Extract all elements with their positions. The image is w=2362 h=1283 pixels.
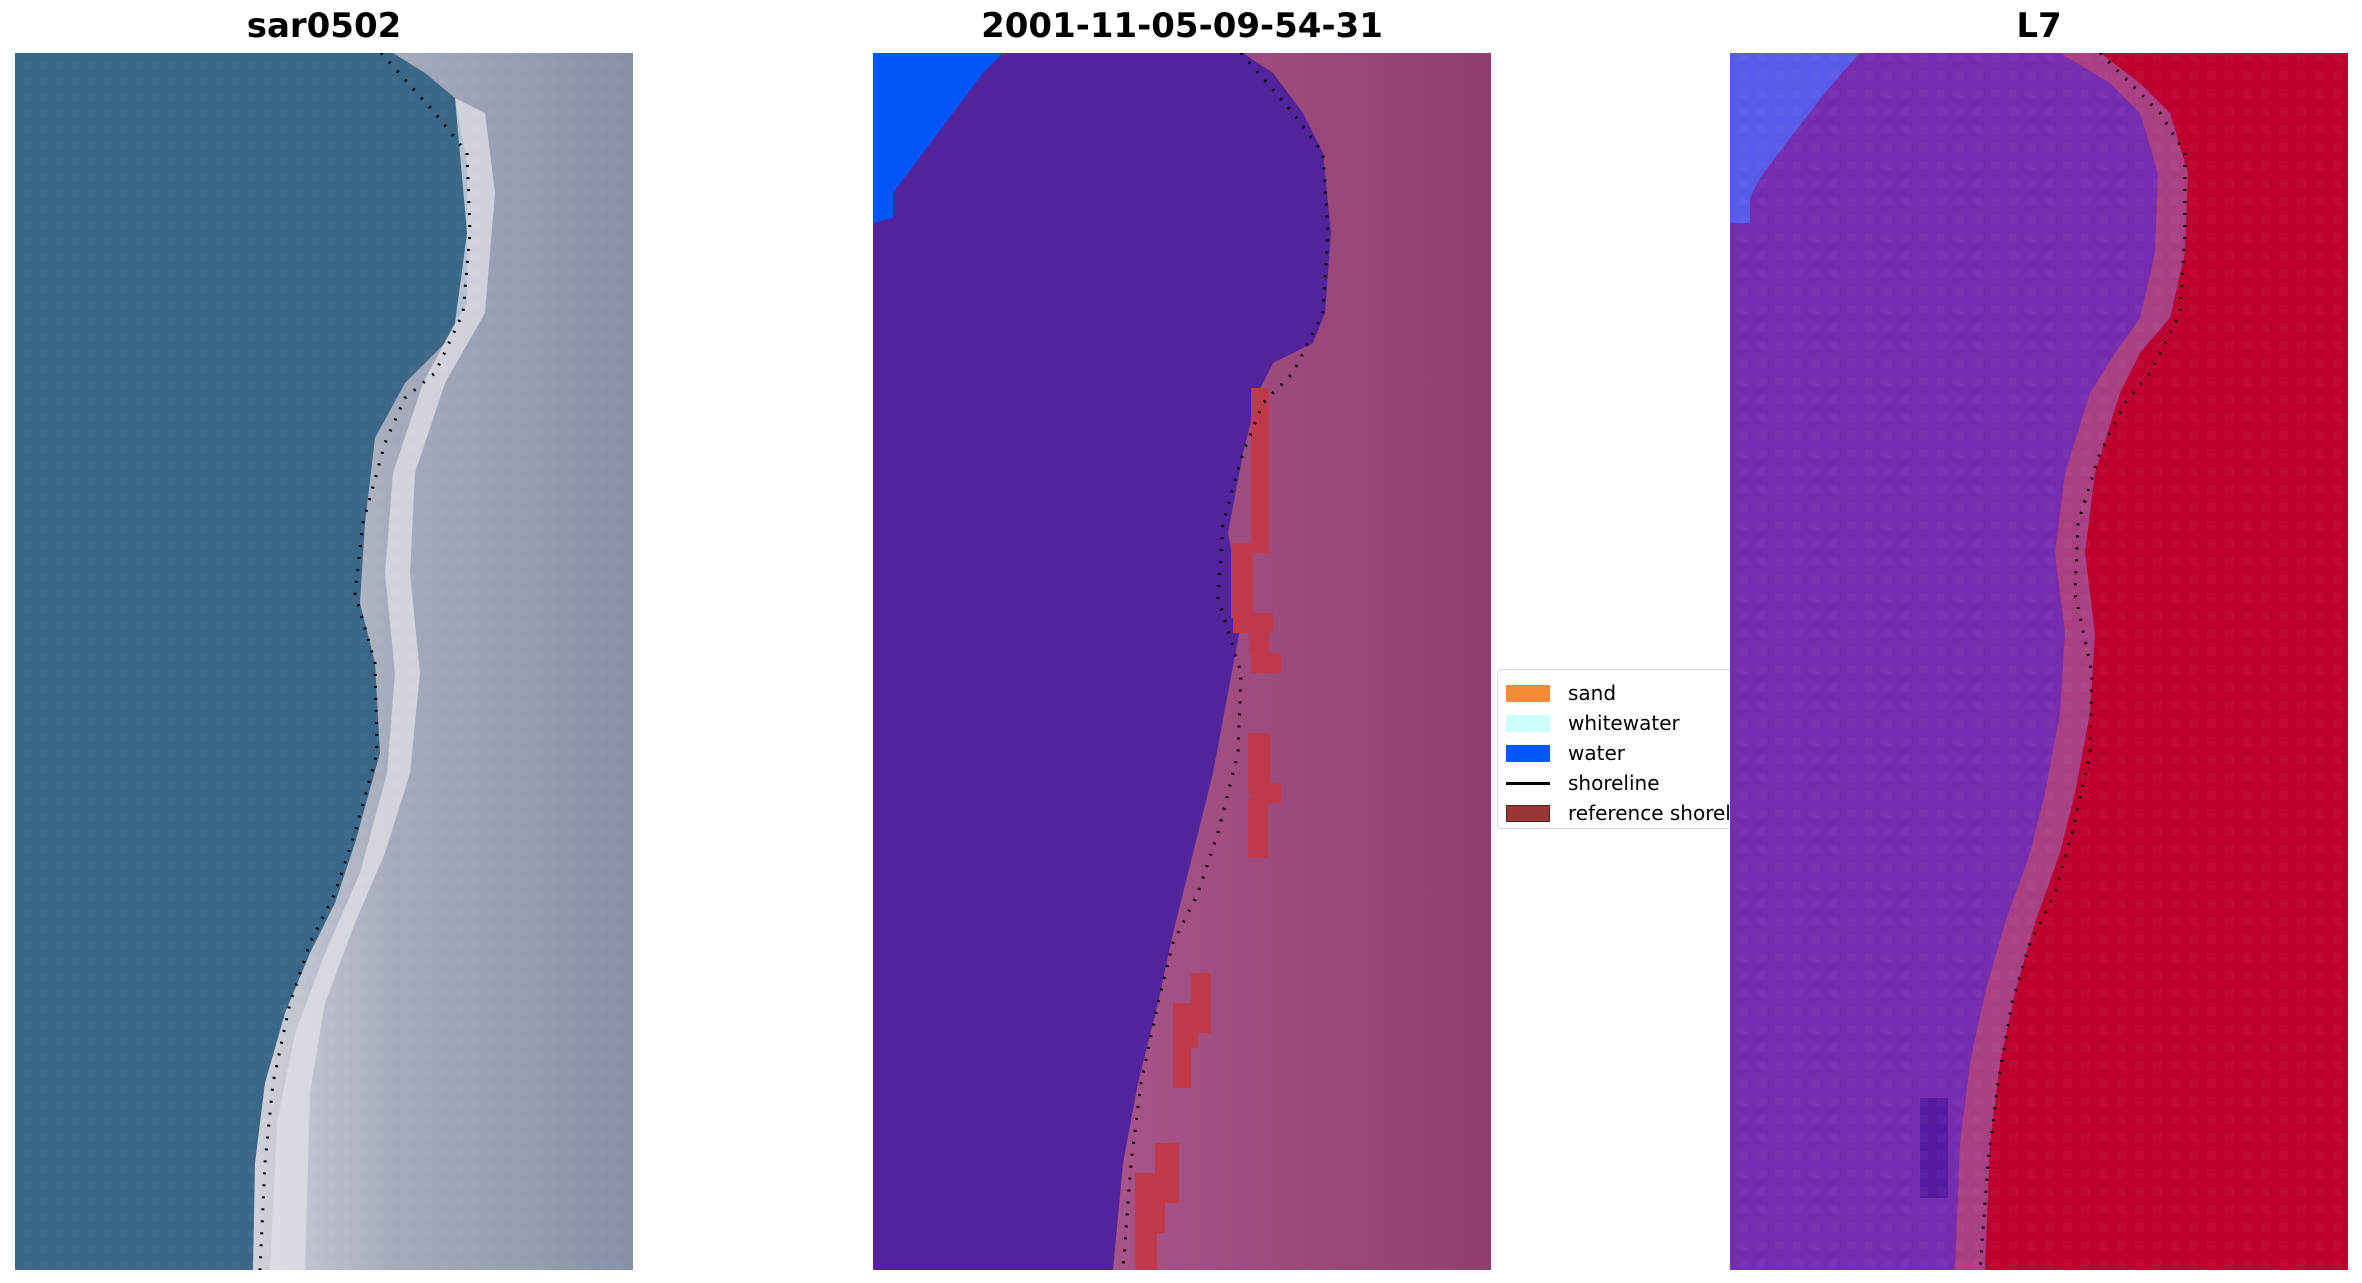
l7-index-image <box>1730 53 2348 1270</box>
legend-label-sand: sand <box>1568 681 1617 705</box>
legend-label-water: water <box>1568 741 1625 765</box>
legend-label-shoreline: shoreline <box>1568 771 1660 795</box>
panel-title-rgb: sar0502 <box>246 6 402 46</box>
legend-swatch-reference-shoreline <box>1506 804 1550 822</box>
classified-image <box>873 53 1491 1270</box>
shoreline-classified <box>1121 53 1330 1270</box>
classified-image-panel <box>873 53 1491 1270</box>
legend: sand whitewater water shoreline referenc… <box>1497 669 1737 829</box>
legend-item-reference-shoreline: reference shoreline <box>1506 798 1736 828</box>
shoreline-rgb <box>258 53 472 1270</box>
rgb-image <box>15 53 633 1270</box>
legend-label-reference-shoreline: reference shoreline <box>1568 801 1736 825</box>
legend-swatch-whitewater <box>1506 714 1550 732</box>
legend-line-shoreline <box>1506 781 1550 785</box>
rgb-image-panel <box>15 53 633 1270</box>
panel-title-classified: 2001-11-05-09-54-31 <box>981 6 1383 46</box>
legend-item-water: water <box>1506 738 1736 768</box>
l7-image-panel <box>1730 53 2348 1270</box>
legend-label-whitewater: whitewater <box>1568 711 1680 735</box>
legend-item-shoreline: shoreline <box>1506 768 1736 798</box>
panel-title-l7: L7 <box>2016 6 2062 46</box>
legend-item-sand: sand <box>1506 678 1736 708</box>
legend-swatch-sand <box>1506 684 1550 702</box>
legend-item-whitewater: whitewater <box>1506 708 1736 738</box>
legend-swatch-water <box>1506 744 1550 762</box>
reference-shoreline-pixels <box>1135 388 1281 1270</box>
